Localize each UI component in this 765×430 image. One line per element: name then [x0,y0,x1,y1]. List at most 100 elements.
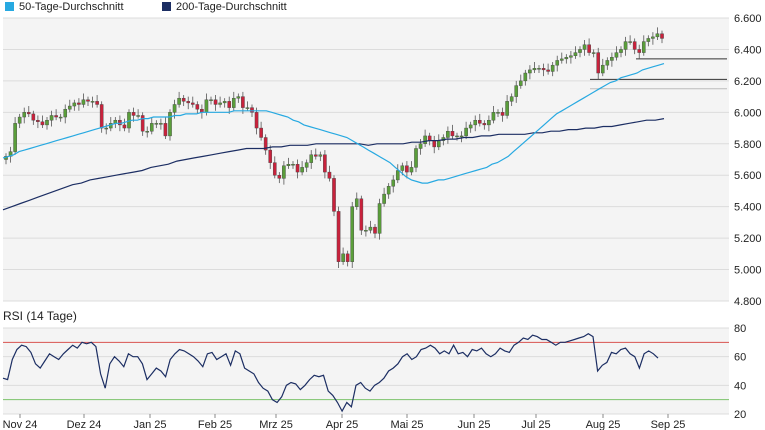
candle-body [268,149,273,163]
candle-body [464,127,468,137]
candle-body [382,193,386,204]
rsi-ytick-label: 20 [734,409,746,421]
candle-body [282,165,286,179]
candle-body [159,123,163,125]
candle-body [95,101,99,105]
candle-body [491,112,496,121]
candle-body [118,119,122,126]
candle-body [81,99,86,105]
candle-body [172,104,177,113]
rsi-ytick-label: 40 [734,380,746,392]
candle-body [391,179,396,187]
candle-body [209,99,213,101]
price-ytick-label: 6.600 [734,13,762,25]
candle-body [67,105,72,110]
candle-body [546,69,550,72]
candle-body [446,130,450,138]
candle-body [559,58,564,61]
rsi-title: RSI (14 Tage) [3,309,77,323]
candle-body [236,96,241,99]
candle-body [473,119,478,126]
candle-body [86,99,90,102]
candle-body [414,148,418,168]
candle-body [505,101,509,116]
xtick-label: Apr 25 [326,419,358,430]
candle-body [614,52,619,58]
candle-body [423,135,427,144]
candle-body [318,154,323,157]
xtick-label: Mai 25 [390,419,423,430]
candle-body [313,154,318,157]
candle-body [596,52,601,74]
candle-body [550,64,555,72]
legend-200-swatch [162,2,171,11]
candle-body [277,175,282,179]
candle-body [623,41,628,50]
price-ytick-label: 5.400 [734,202,762,214]
candle-body [496,112,500,114]
rsi-ytick-label: 60 [734,352,746,364]
price-ytick-label: 6.200 [734,76,762,88]
xtick-label: Jul 25 [521,419,550,430]
candle-body [482,123,487,126]
candle-body [509,96,514,102]
candle-body [332,178,336,212]
candle-body [227,101,232,108]
candle-body [455,135,459,138]
candle-body [377,203,382,234]
candle-body [145,130,150,133]
candle-body [58,116,63,119]
candle-body [122,124,127,129]
candle-body [350,206,355,262]
candle-body [578,49,582,53]
price-ytick-label: 5.800 [734,139,762,151]
candle-body [655,33,660,38]
candle-body [432,140,437,148]
candle-body [605,60,610,66]
candle-body [241,96,245,108]
xtick-label: Aug 25 [586,419,621,430]
candle-body [13,123,17,152]
candle-body [149,123,154,132]
candle-body [477,119,482,124]
candle-body [660,33,664,39]
price-ytick-label: 6.000 [734,107,762,119]
candle-body [163,123,168,137]
candle-body [459,135,464,138]
candle-body [386,186,391,195]
candle-body [63,108,68,118]
candle-body [272,162,277,176]
xtick-label: Mrz 25 [259,419,293,430]
candle-body [528,69,532,74]
candle-body [231,97,236,108]
candle-body [45,119,49,126]
candle-body [154,123,159,125]
xtick-label: Feb 25 [198,419,232,430]
candle-body [555,60,560,66]
candle-body [222,101,227,104]
candle-body [354,198,359,207]
candle-body [368,226,373,231]
price-ytick-label: 4.800 [734,296,762,308]
rsi-line [2,332,659,413]
candle-body [168,112,172,137]
sma50-line [2,63,665,184]
candle-body [500,112,505,116]
candle-body [336,211,341,262]
candle-body [591,52,596,54]
candle-body [213,99,218,105]
candle-body [304,162,309,168]
candle-body [341,253,345,262]
xtick-label: Jan 25 [133,419,166,430]
candle-body [418,143,423,149]
candle-body [427,135,432,141]
candle-body [373,226,377,234]
candle-body [646,38,651,42]
candle-body [40,121,45,126]
candle-body [327,171,332,179]
legend-50-label: 50-Tage-Durchschnitt [19,1,124,13]
rsi-panel-bg [3,328,729,414]
candle-body [204,99,209,113]
candle-body [90,101,95,103]
candle-body [323,154,327,173]
